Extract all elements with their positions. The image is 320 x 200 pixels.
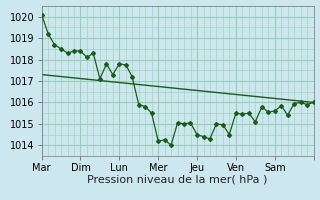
X-axis label: Pression niveau de la mer( hPa ): Pression niveau de la mer( hPa ) [87,174,268,184]
